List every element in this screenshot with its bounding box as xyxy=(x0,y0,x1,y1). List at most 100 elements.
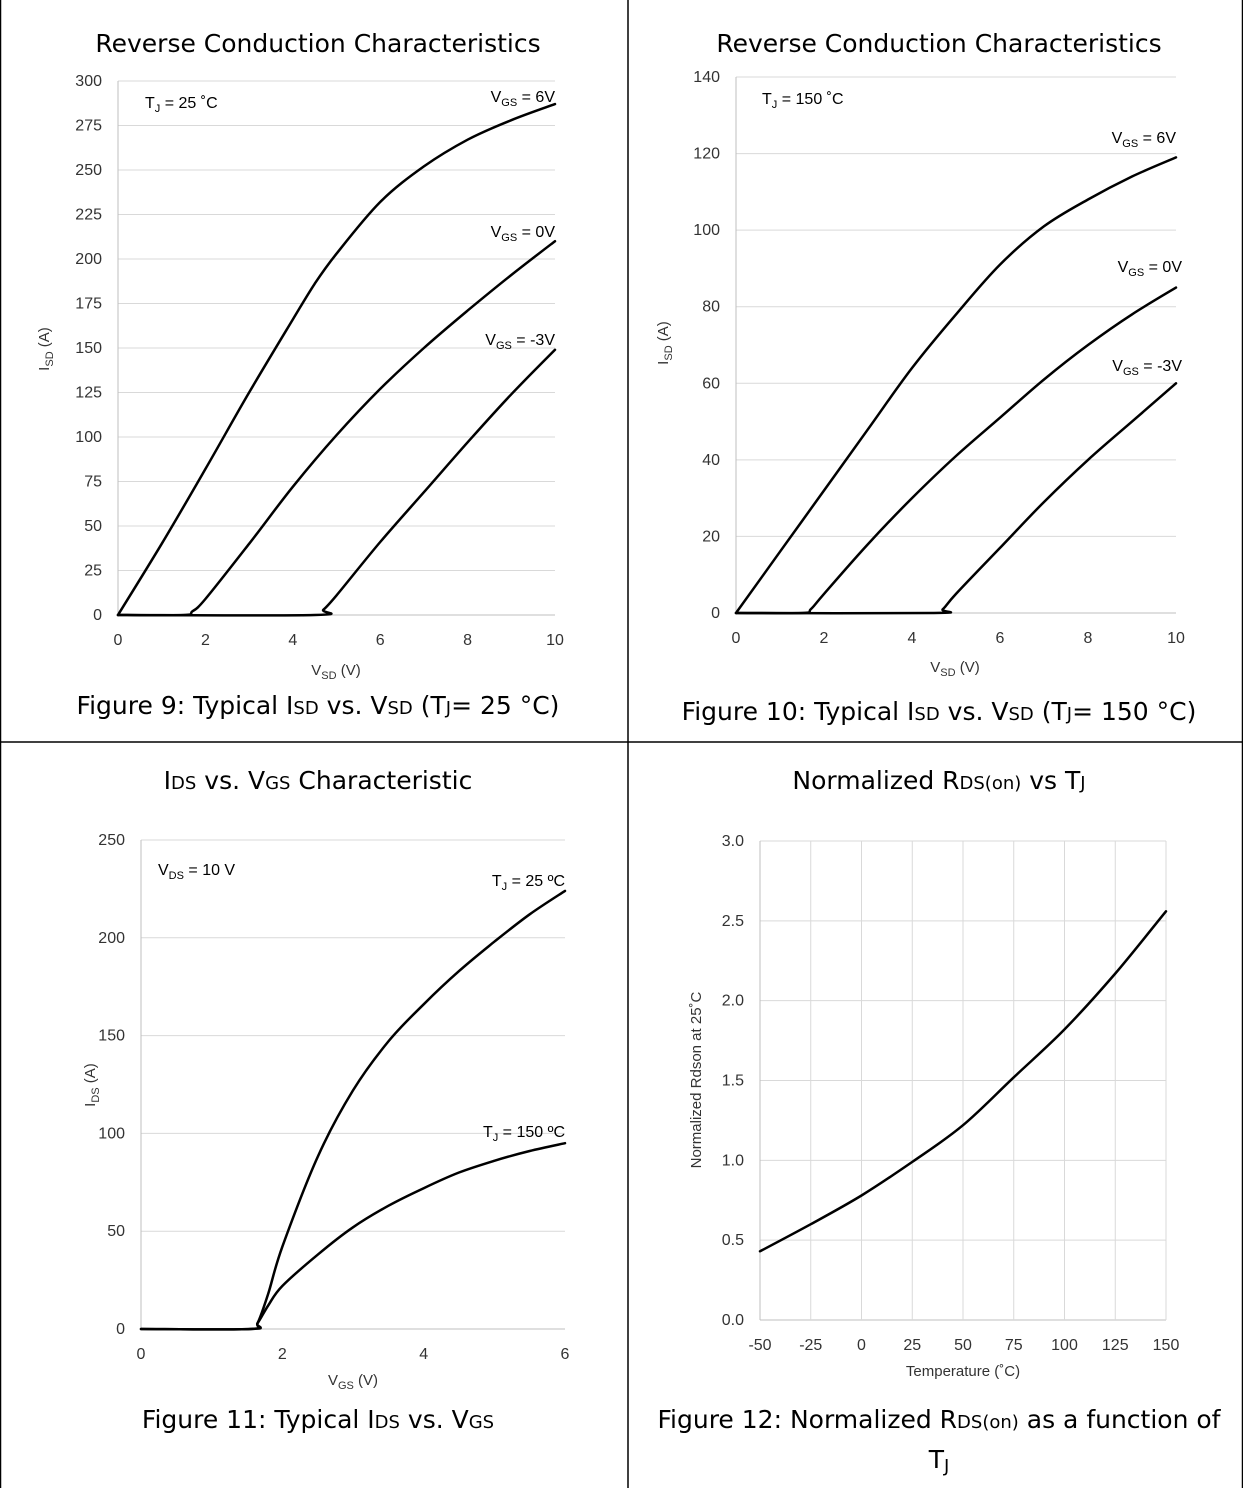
y-tick-label: 75 xyxy=(84,474,102,491)
x-tick-label: 150 xyxy=(1153,1337,1180,1354)
series-label-vgs-6v: VGS = 6V xyxy=(491,89,556,109)
tick-labels: 0 20 40 60 80 100 120 140 0 2 4 6 8 10 xyxy=(693,69,1185,647)
x-tick-label: 6 xyxy=(376,632,385,649)
series-line-1 xyxy=(116,239,557,617)
x-tick-label: 125 xyxy=(1102,1337,1129,1354)
x-tick-label: 10 xyxy=(546,632,564,649)
y-tick-label: 200 xyxy=(98,930,125,947)
chart-title: Reverse Conduction Characteristics xyxy=(95,29,540,58)
tick-labels: 0 25 50 75 100 125 150 175 200 225 250 275 300 0 2 4 6 8 1… xyxy=(75,73,564,649)
series-lines xyxy=(734,156,1178,615)
x-tick-label: 75 xyxy=(1005,1337,1023,1354)
series-line-2 xyxy=(116,348,557,617)
y-tick-label: 125 xyxy=(75,385,102,402)
x-tick-label: 0 xyxy=(114,632,123,649)
series-label-vgs-0v: VGS = 0V xyxy=(1118,259,1183,279)
y-tick-label: 100 xyxy=(98,1125,125,1142)
x-tick-label: 8 xyxy=(1084,630,1093,647)
y-tick-label: 2.0 xyxy=(722,993,744,1010)
y-tick-label: 140 xyxy=(693,69,720,86)
gridlines xyxy=(759,840,1167,1321)
vds-annotation: VDS = 10 V xyxy=(158,862,235,882)
y-tick-label: 0 xyxy=(116,1321,125,1338)
chart-title: Reverse Conduction Characteristics xyxy=(716,29,1161,58)
y-tick-label: 300 xyxy=(75,73,102,90)
temperature-annotation: TJ = 150 ˚C xyxy=(762,91,844,111)
y-tick-label: 150 xyxy=(75,340,102,357)
gridlines xyxy=(117,80,555,616)
x-tick-label: -25 xyxy=(799,1337,822,1354)
x-tick-label: 2 xyxy=(820,630,829,647)
x-tick-label: 6 xyxy=(561,1346,570,1363)
x-tick-label: 0 xyxy=(732,630,741,647)
chart-title: Normalized RDS(on) vs TJ xyxy=(792,766,1085,795)
series-label-vgs-0v: VGS = 0V xyxy=(491,224,556,244)
y-tick-label: 40 xyxy=(702,452,720,469)
chart-title: IDS vs. VGS Characteristic xyxy=(164,766,473,795)
y-tick-label: 225 xyxy=(75,207,102,224)
y-tick-label: 20 xyxy=(702,528,720,545)
series-lines xyxy=(758,910,1168,1253)
y-tick-label: 100 xyxy=(75,429,102,446)
y-tick-label: 60 xyxy=(702,375,720,392)
x-tick-label: 4 xyxy=(908,630,917,647)
y-tick-label: 25 xyxy=(84,563,102,580)
x-tick-label: 2 xyxy=(278,1346,287,1363)
y-tick-label: 150 xyxy=(98,1028,125,1045)
figure-caption: Figure 9: Typical ISD vs. VSD (TJ= 25 °C… xyxy=(77,691,560,720)
figure-12-panel: Normalized RDS(on) vs TJ 0.0 0.5 1.0 1.5 2.0… xyxy=(657,766,1221,1477)
series-label-tj-150: TJ = 150 ºC xyxy=(483,1124,565,1144)
series-lines xyxy=(116,102,557,617)
x-tick-label: 4 xyxy=(288,632,297,649)
figure-caption: Figure 11: Typical IDS vs. VGS xyxy=(142,1405,494,1434)
y-tick-label: 175 xyxy=(75,296,102,313)
y-tick-label: 50 xyxy=(107,1223,125,1240)
y-tick-label: 1.5 xyxy=(722,1073,744,1090)
x-tick-label: 6 xyxy=(996,630,1005,647)
figure-caption: Figure 12: Normalized RDS(on) as a funct… xyxy=(657,1405,1221,1434)
series-line-0 xyxy=(734,156,1178,615)
x-tick-label: 25 xyxy=(903,1337,921,1354)
x-tick-label: 50 xyxy=(954,1337,972,1354)
y-tick-label: 80 xyxy=(702,299,720,316)
y-tick-label: 3.0 xyxy=(722,833,744,850)
series-label-tj-25: TJ = 25 ºC xyxy=(492,873,565,893)
figure-10-panel: Reverse Conduction Characteristics 0 20 40… xyxy=(655,29,1196,726)
x-tick-label: 0 xyxy=(137,1346,146,1363)
y-tick-label: 275 xyxy=(75,118,102,135)
tick-labels: 0.0 0.5 1.0 1.5 2.0 2.5 3.0 -50 -25 0 25 50 75 100 125… xyxy=(722,833,1180,1354)
y-tick-label: 250 xyxy=(98,832,125,849)
y-axis-label: ISD (A) xyxy=(655,321,675,365)
y-tick-label: 120 xyxy=(693,146,720,163)
x-tick-label: 10 xyxy=(1167,630,1185,647)
x-tick-label: 2 xyxy=(201,632,210,649)
series-line-1 xyxy=(139,1141,567,1331)
y-tick-label: 50 xyxy=(84,518,102,535)
x-tick-label: 8 xyxy=(463,632,472,649)
series-label-vgs-m3v: VGS = -3V xyxy=(485,332,555,352)
y-axis-label: IDS (A) xyxy=(82,1063,102,1107)
x-tick-label: -50 xyxy=(748,1337,771,1354)
x-tick-label: 100 xyxy=(1051,1337,1078,1354)
y-tick-label: 100 xyxy=(693,222,720,239)
y-tick-label: 250 xyxy=(75,162,102,179)
figure-11-panel: IDS vs. VGS Characteristic 0 50 100 150 200 2… xyxy=(82,766,570,1434)
series-line-0 xyxy=(758,910,1168,1253)
y-tick-label: 2.5 xyxy=(722,913,744,930)
y-tick-label: 200 xyxy=(75,251,102,268)
series-lines xyxy=(139,889,567,1331)
figure-caption: Figure 10: Typical ISD vs. VSD (TJ= 150 … xyxy=(682,697,1197,726)
gridlines xyxy=(140,839,565,1330)
temperature-annotation: TJ = 25 ˚C xyxy=(145,95,218,115)
series-line-0 xyxy=(116,102,557,617)
x-tick-label: 0 xyxy=(857,1337,866,1354)
figure-9-panel: Reverse Conduction Characteristics 0 25 50… xyxy=(36,29,564,720)
series-label-vgs-m3v: VGS = -3V xyxy=(1112,358,1182,378)
y-axis-label: Normalized Rdson at 25˚C xyxy=(688,991,705,1168)
y-tick-label: 0.5 xyxy=(722,1232,744,1249)
y-axis-label: ISD (A) xyxy=(36,327,56,371)
series-line-2 xyxy=(734,382,1178,615)
series-label-vgs-6v: VGS = 6V xyxy=(1112,130,1177,150)
tick-labels: 0 50 100 150 200 250 0 2 4 6 xyxy=(98,832,569,1363)
y-tick-label: 1.0 xyxy=(722,1152,744,1169)
